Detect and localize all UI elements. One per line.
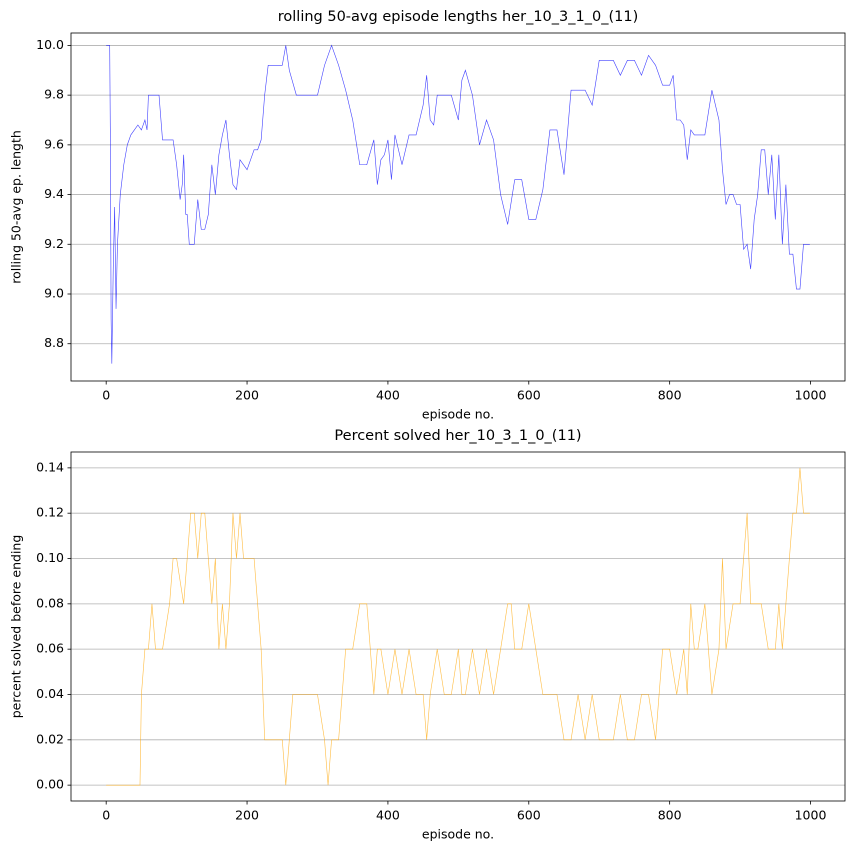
y-tick-label: 10.0 (36, 37, 64, 52)
x-tick-label: 600 (517, 808, 541, 823)
y-tick-label: 9.8 (44, 87, 64, 102)
y-tick-label: 0.02 (36, 731, 64, 746)
y-tick-label: 0.08 (36, 595, 64, 610)
y-tick-label: 0.12 (36, 505, 64, 520)
x-tick-label: 400 (376, 808, 400, 823)
data-line (106, 467, 810, 786)
x-tick-label: 800 (658, 388, 682, 403)
y-tick-label: 0.10 (36, 550, 64, 565)
y-tick-label: 0.14 (36, 459, 64, 474)
x-tick-label: 200 (235, 808, 259, 823)
y-axis-label: rolling 50-avg ep. length (9, 130, 24, 284)
y-tick-label: 9.2 (44, 236, 64, 251)
y-tick-label: 9.6 (44, 136, 64, 151)
y-tick-label: 0.04 (36, 686, 64, 701)
y-tick-label: 9.4 (44, 186, 64, 201)
x-tick-label: 0 (102, 808, 110, 823)
y-tick-label: 0.00 (36, 777, 64, 792)
x-tick-label: 200 (235, 388, 259, 403)
y-axis-label: percent solved before ending (9, 535, 24, 719)
x-tick-label: 1000 (795, 808, 827, 823)
x-tick-label: 1000 (795, 388, 827, 403)
chart-title: Percent solved her_10_3_1_0_(11) (334, 428, 581, 444)
axes-frame (70, 451, 846, 802)
x-tick-label: 400 (376, 388, 400, 403)
x-axis-label: episode no. (422, 827, 494, 842)
y-tick-label: 9.0 (44, 286, 64, 301)
x-axis-label: episode no. (422, 407, 494, 422)
y-tick-label: 0.06 (36, 641, 64, 656)
x-tick-label: 0 (102, 388, 110, 403)
axes-frame (70, 32, 846, 382)
data-line (106, 44, 810, 364)
x-tick-label: 800 (658, 808, 682, 823)
y-tick-label: 8.8 (44, 335, 64, 350)
chart-title: rolling 50-avg episode lengths her_10_3_… (278, 9, 638, 25)
x-tick-label: 600 (517, 388, 541, 403)
